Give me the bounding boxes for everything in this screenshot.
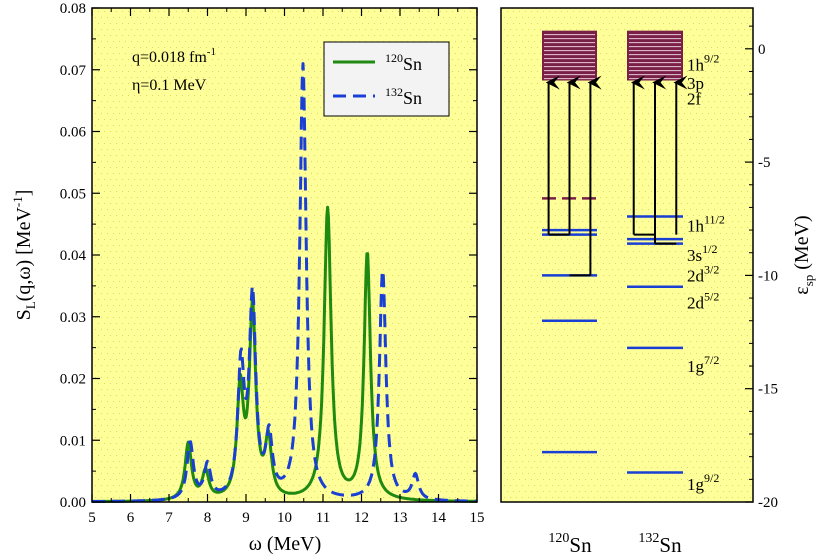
annotation-q: q=0.018 fm-1: [132, 46, 216, 66]
left-plot-series: [91, 62, 478, 503]
left-y-axis: 0.00 0.01 0.02 0.03 0.04 0.05 0.06 0.07 0.08: [60, 1, 477, 511]
y-tick-label: 0.02: [60, 372, 86, 388]
x-tick-label: 13: [393, 510, 408, 526]
column-label-120sn: 120Sn: [548, 531, 592, 557]
right-y-axis: 0 -5 -10 -15 -20: [745, 25, 778, 511]
left-x-axis-label: ω (MeV): [249, 533, 322, 555]
y-tick-label: 0.05: [60, 186, 86, 202]
annotation-eta: η=0.1 MeV: [132, 77, 207, 94]
right-plot-frame: [500, 7, 754, 503]
right-y-axis-label: εsp (MeV): [791, 215, 816, 294]
y-tick-label: 0.07: [60, 63, 87, 79]
level-label: 2d5/2: [687, 290, 719, 313]
continuum-block-120sn: [542, 30, 597, 81]
x-tick-label: 9: [242, 510, 250, 526]
level-label: 3s1/2: [687, 242, 717, 265]
level-label: 3p: [687, 74, 704, 93]
right-y-tick-label: -10: [758, 268, 778, 284]
y-tick-label: 0.03: [60, 310, 86, 326]
legend-label-120sn: 120Sn: [385, 51, 422, 74]
x-tick-label: 12: [354, 510, 369, 526]
x-tick-label: 10: [277, 510, 292, 526]
x-tick-label: 11: [316, 510, 330, 526]
level-label: 1h11/2: [687, 213, 725, 236]
level-label: 2d3/2: [687, 262, 719, 285]
right-y-tick-label: -5: [758, 155, 771, 171]
x-tick-label: 15: [470, 510, 485, 526]
y-tick-label: 0.06: [60, 125, 87, 141]
column-label-132sn: 132Sn: [638, 531, 682, 557]
legend: 120Sn 132Sn: [323, 41, 450, 117]
level-label: 1g9/2: [687, 471, 719, 494]
y-tick-label: 0.00: [60, 495, 86, 511]
x-tick-label: 5: [88, 510, 96, 526]
y-tick-label: 0.01: [60, 433, 86, 449]
x-tick-label: 8: [204, 510, 212, 526]
x-tick-label: 6: [127, 510, 135, 526]
x-tick-label: 7: [165, 510, 173, 526]
level-diagram: [542, 30, 688, 474]
y-tick-label: 0.08: [60, 1, 86, 17]
y-tick-label: 0.04: [60, 248, 87, 264]
right-y-tick-label: 0: [758, 42, 766, 58]
continuum-block-132sn: [627, 30, 683, 81]
left-y-axis-label: SL(q,ω) [MeV-1]: [10, 190, 38, 321]
x-tick-label: 14: [431, 510, 447, 526]
level-label: 2f: [687, 90, 702, 109]
legend-label-132sn: 132Sn: [385, 85, 422, 108]
level-label: 1h9/2: [687, 52, 719, 75]
level-label: 1g7/2: [687, 353, 719, 376]
right-y-tick-label: -15: [758, 382, 778, 398]
left-x-axis: 5 6 7 8 9 10 11 12 13 14 15: [88, 8, 485, 526]
right-y-tick-label: -20: [758, 495, 778, 511]
series-line-132sn: [91, 62, 478, 503]
